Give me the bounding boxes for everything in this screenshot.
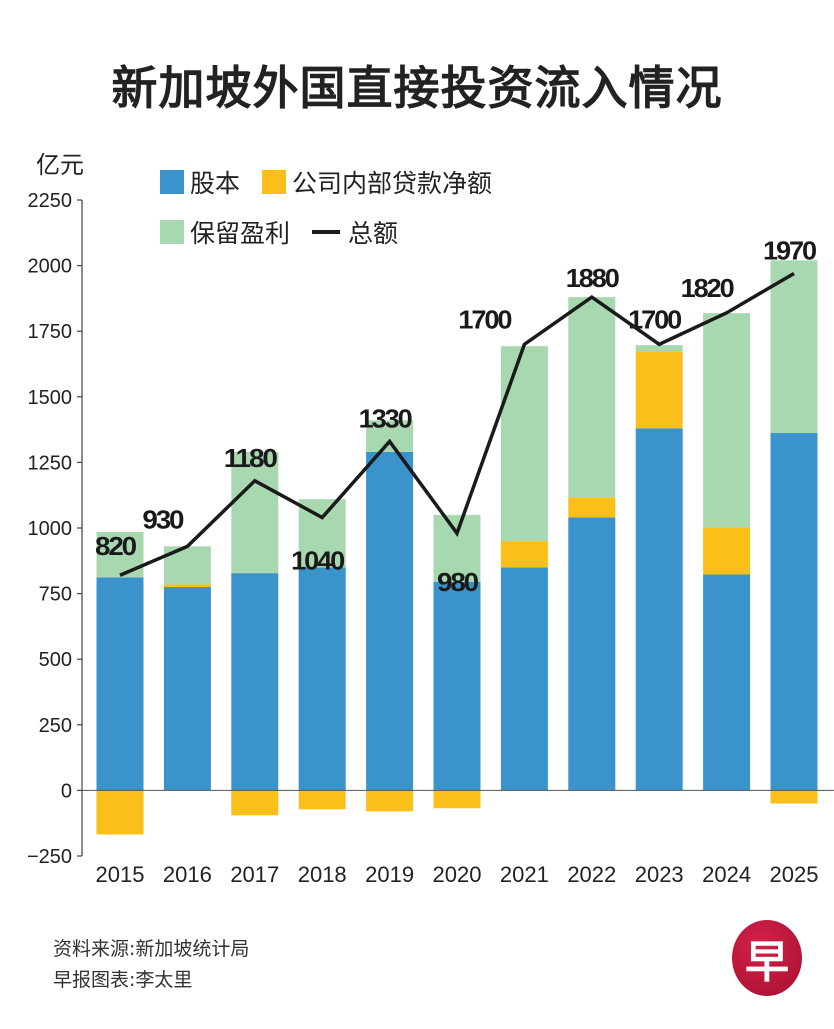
- total-value-label: 820: [95, 531, 137, 561]
- x-tick-label: 2015: [96, 862, 145, 887]
- total-value-label: 1700: [458, 304, 512, 334]
- legend-item-equity: 股本: [160, 164, 240, 200]
- bar-loans-2019: [366, 790, 414, 812]
- total-value-label: 1700: [628, 304, 682, 334]
- total-value-label: 1330: [359, 403, 413, 433]
- total-value-label: 1880: [566, 263, 620, 293]
- legend-row-2: 保留盈利 总额: [160, 210, 514, 254]
- y-axis: −250 0 250 500 750 1000 1250 1500 1750 2000 2250: [27, 190, 834, 868]
- zaobao-logo: 早: [732, 920, 802, 996]
- bar-equity-2025: [770, 433, 818, 791]
- bar-retained-2022: [568, 297, 616, 498]
- x-tick-label: 2025: [770, 862, 819, 887]
- y-tick-label: 2250: [28, 190, 73, 212]
- bar-equity-2016: [163, 587, 211, 791]
- legend-row-1: 股本 公司内部贷款净额: [160, 160, 514, 204]
- x-tick-label: 2018: [298, 862, 347, 887]
- bar-equity-2022: [568, 517, 616, 791]
- credit-note: 早报图表:李太里: [53, 969, 193, 991]
- bar-loans-2022: [568, 497, 616, 518]
- y-tick-label: −250: [27, 846, 72, 868]
- bar-retained-2017: [231, 451, 279, 574]
- legend-label-total: 总额: [348, 219, 399, 248]
- total-value-label: 980: [437, 567, 479, 597]
- bar-loans-2015: [96, 790, 144, 835]
- bar-retained-2024: [703, 313, 751, 528]
- x-tick-label: 2023: [635, 862, 684, 887]
- x-tick-label: 2016: [163, 862, 212, 887]
- total-value-label: 1180: [224, 443, 278, 473]
- legend-item-total: 总额: [312, 214, 398, 250]
- x-tick-label: 2017: [230, 862, 279, 887]
- bar-loans-2016: [163, 584, 211, 588]
- legend-label-retained: 保留盈利: [190, 219, 291, 248]
- x-tick-label: 2019: [365, 862, 414, 887]
- total-value-label: 930: [142, 504, 184, 534]
- legend-item-retained: 保留盈利: [160, 214, 290, 250]
- total-labels-layer: 8209301180104013309801700188017001820197…: [95, 235, 819, 597]
- bar-equity-2021: [500, 567, 548, 791]
- y-tick-label: 500: [39, 649, 72, 671]
- bar-loans-2023: [635, 351, 683, 429]
- x-tick-label: 2024: [702, 862, 751, 887]
- bar-retained-2021: [500, 346, 548, 542]
- bar-loans-2024: [703, 527, 751, 575]
- footer: 资料来源:新加坡统计局 早报图表:李太里: [53, 934, 249, 996]
- x-tick-label: 2021: [500, 862, 549, 887]
- x-tick-label: 2020: [433, 862, 482, 887]
- bar-equity-2017: [231, 573, 279, 791]
- bar-loans-2025: [770, 790, 818, 804]
- bar-loans-2018: [298, 790, 346, 810]
- y-tick-label: 750: [39, 584, 72, 606]
- y-tick-label: 2000: [28, 256, 73, 278]
- legend-swatch-loans: [262, 170, 287, 194]
- y-tick-label: 1000: [28, 518, 73, 540]
- logo-glyph: 早: [745, 937, 789, 988]
- x-axis-labels: 2015 2016 2017 2018 2019 2020 2021 2022 2023 2024…: [96, 862, 819, 887]
- total-value-label: 1040: [291, 546, 345, 576]
- y-axis-unit-label: 亿元: [36, 151, 84, 179]
- bar-retained-2023: [635, 345, 683, 352]
- legend-swatch-retained: [160, 220, 184, 244]
- total-value-label: 1820: [681, 273, 735, 303]
- y-tick-label: 1500: [28, 387, 73, 409]
- bar-loans-2021: [500, 541, 548, 568]
- total-line-layer: [119, 271, 795, 577]
- bar-equity-2019: [366, 451, 414, 791]
- bar-loans-2017: [231, 790, 279, 816]
- legend-label-loans: 公司内部贷款净额: [292, 169, 493, 198]
- legend-item-loans: 公司内部贷款净额: [262, 164, 492, 200]
- legend: 股本 公司内部贷款净额 保留盈利 总额: [160, 160, 514, 260]
- chart-title: 新加坡外国直接投资流入情况: [111, 61, 723, 115]
- legend-swatch-equity: [160, 170, 184, 194]
- y-tick-label: 1750: [28, 321, 73, 343]
- x-tick-label: 2022: [567, 862, 616, 887]
- bar-equity-2024: [703, 574, 751, 791]
- legend-swatch-total: [312, 230, 341, 234]
- bar-loans-2020: [433, 790, 481, 809]
- total-value-label: 1970: [763, 235, 817, 265]
- source-note: 资料来源:新加坡统计局: [53, 938, 250, 960]
- y-tick-label: 0: [61, 780, 72, 802]
- total-line: [119, 271, 795, 577]
- bar-equity-2018: [298, 567, 346, 791]
- y-tick-label: 250: [39, 715, 72, 737]
- bars-layer: [96, 260, 818, 835]
- bar-equity-2015: [96, 577, 144, 791]
- legend-label-equity: 股本: [190, 169, 241, 198]
- bar-equity-2023: [635, 428, 683, 791]
- bar-retained-2020: [433, 514, 481, 582]
- bar-retained-2019: [366, 420, 414, 452]
- bar-equity-2020: [433, 581, 481, 791]
- y-tick-label: 1250: [28, 452, 73, 474]
- bar-retained-2025: [770, 260, 818, 434]
